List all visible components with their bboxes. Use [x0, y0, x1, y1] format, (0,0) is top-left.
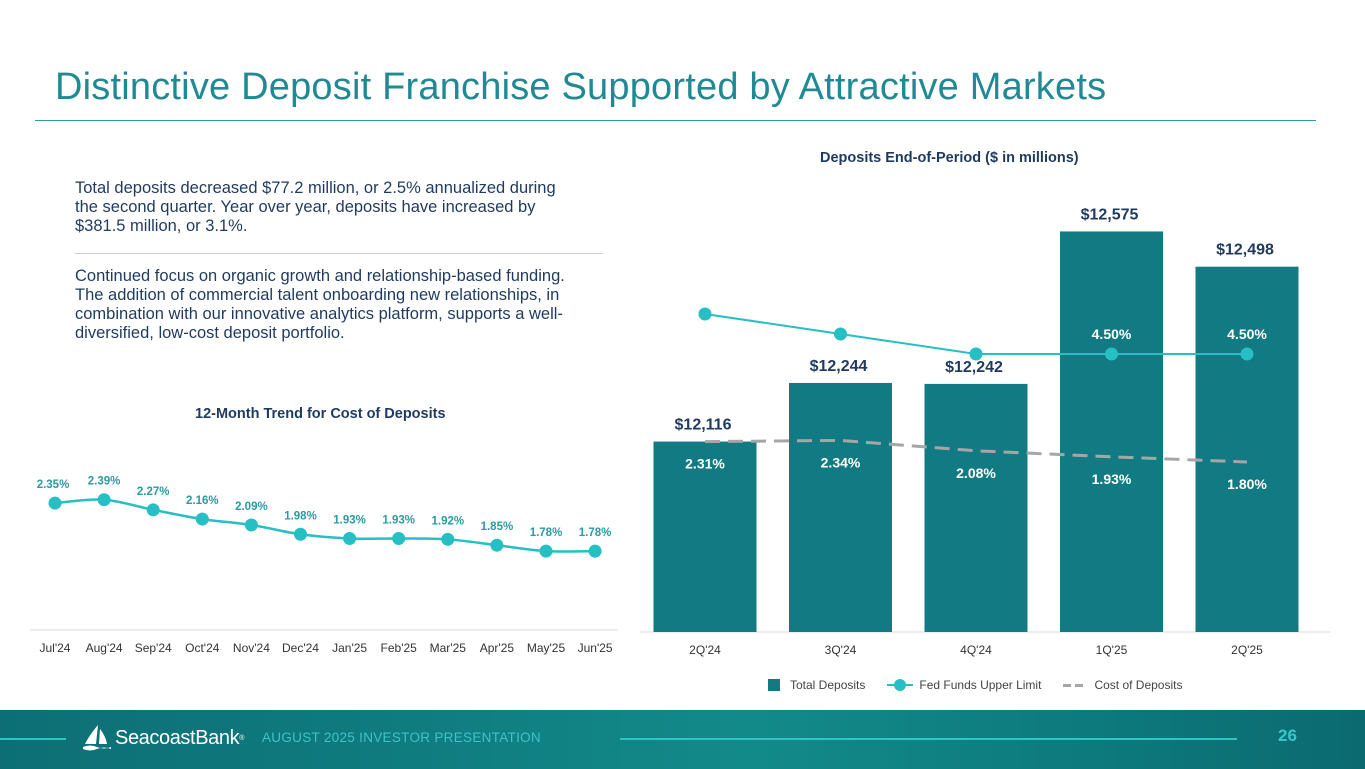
deposit-bar [1060, 231, 1163, 632]
trend-x-tick-label: Nov'24 [233, 641, 270, 655]
trend-data-label: 1.78% [530, 527, 563, 539]
legend-item-total-deposits: Total Deposits [768, 678, 865, 692]
trend-data-label: 1.98% [284, 510, 317, 522]
trend-line [54, 498, 596, 553]
legend-label: Fed Funds Upper Limit [919, 678, 1042, 692]
footer-bar: SeacoastBank ® AUGUST 2025 INVESTOR PRES… [0, 710, 1365, 769]
fed-funds-label: 4.50% [1092, 326, 1132, 342]
fed-funds-point [1105, 347, 1118, 361]
deposits-x-tick-label: 1Q'25 [1096, 643, 1128, 657]
trend-point [588, 544, 602, 558]
trend-point [244, 518, 258, 532]
trend-data-label: 2.16% [186, 495, 219, 507]
fed-funds-point [698, 307, 712, 321]
trend-point [441, 532, 455, 546]
trend-x-tick-label: May'25 [527, 641, 566, 655]
trend-data-label: 1.93% [382, 514, 415, 526]
trend-data-label: 1.92% [431, 515, 464, 527]
trend-chart-title: 12-Month Trend for Cost of Deposits [195, 406, 446, 422]
cost-of-deposits-label: 1.80% [1227, 476, 1267, 492]
legend-label: Cost of Deposits [1094, 678, 1183, 692]
deposits-x-tick-label: 2Q'25 [1231, 643, 1263, 657]
trend-x-tick-label: Jan'25 [332, 641, 367, 655]
deposits-chart-title: Deposits End-of-Period ($ in millions) [820, 150, 1079, 166]
deposit-bar-label: $12,575 [1081, 206, 1139, 223]
strategy-paragraph: Continued focus on organic growth and re… [75, 267, 565, 342]
trend-point [490, 538, 504, 552]
fed-funds-label: 5.00% [821, 306, 861, 322]
deposit-bar-label: $12,242 [945, 359, 1003, 376]
trend-point [146, 503, 160, 517]
trend-point [539, 544, 553, 558]
fed-funds-label: 4.50% [1227, 326, 1267, 342]
deposit-bar [789, 382, 892, 632]
trend-x-tick-label: Jul'24 [40, 641, 71, 655]
footer-accent-line [620, 738, 1237, 740]
trend-data-label: 1.93% [333, 514, 366, 526]
summary-paragraph: Total deposits decreased $77.2 million, … [75, 179, 556, 235]
legend-swatch-line [887, 679, 914, 691]
legend-label: Total Deposits [790, 678, 866, 692]
paragraph-divider [75, 253, 603, 254]
sail-icon [83, 725, 111, 751]
trend-point [392, 531, 406, 545]
trend-data-label: 1.85% [481, 521, 514, 533]
trademark-mark: ® [239, 734, 245, 742]
footer-caption: AUGUST 2025 INVESTOR PRESENTATION [262, 730, 541, 745]
trend-x-tick-label: Feb'25 [381, 641, 418, 655]
trend-data-label: 2.27% [137, 486, 170, 498]
trend-x-tick-label: Aug'24 [86, 641, 123, 655]
footer-accent-line [0, 738, 66, 740]
trend-x-tick-label: Oct'24 [185, 641, 220, 655]
fed-funds-point [1240, 347, 1254, 361]
trend-x-tick-label: Jun'25 [578, 641, 613, 655]
trend-chart: 2.35% Jul'24 2.39% Aug'24 2.27% Sep'24 2.16% Oc… [30, 476, 618, 655]
fed-funds-point [834, 327, 847, 341]
logo-wordmark: SeacoastBank [115, 726, 240, 749]
trend-data-label: 2.35% [37, 479, 70, 491]
trend-point [195, 512, 209, 526]
deposits-x-tick-label: 3Q'24 [825, 643, 857, 657]
trend-point [294, 527, 307, 541]
deposits-chart: $12,116 2Q'24 $12,244 3Q'24 $12,242 4Q'24 $12,… [640, 206, 1330, 657]
deposits-x-tick-label: 2Q'24 [689, 643, 721, 657]
slide-title: Distinctive Deposit Franchise Supported … [55, 66, 1107, 108]
trend-x-tick-label: Apr'25 [480, 641, 515, 655]
trend-x-tick-label: Dec'24 [282, 641, 319, 655]
cost-of-deposits-label: 2.08% [956, 465, 996, 481]
deposit-bar-label: $12,244 [810, 358, 868, 375]
trend-x-tick-label: Sep'24 [135, 641, 172, 655]
legend-item-fed-funds: Fed Funds Upper Limit [887, 678, 1041, 692]
deposit-bar [924, 383, 1028, 632]
deposit-bar-label: $12,498 [1216, 242, 1274, 259]
title-divider [35, 120, 1316, 121]
legend-swatch-dashed [1063, 683, 1086, 687]
trend-x-tick-label: Mar'25 [430, 641, 467, 655]
deposit-bar-label: $12,116 [675, 417, 732, 434]
deposits-legend: Total Deposits Fed Funds Upper Limit Cos… [768, 677, 1204, 693]
cost-of-deposits-label: 1.93% [1092, 471, 1132, 487]
fed-funds-label: 5.50% [685, 286, 725, 302]
legend-item-cost-of-deposits: Cost of Deposits [1063, 678, 1182, 692]
cost-of-deposits-label: 2.34% [821, 454, 861, 470]
fed-funds-point [969, 347, 983, 361]
trend-point [48, 496, 62, 510]
page-number: 26 [1278, 726, 1297, 745]
seacoast-logo: SeacoastBank ® [82, 722, 244, 754]
trend-point [97, 493, 111, 507]
deposits-x-tick-label: 4Q'24 [960, 643, 992, 657]
trend-data-label: 2.09% [235, 501, 268, 513]
trend-data-label: 1.78% [579, 527, 612, 539]
deposit-bar [653, 441, 757, 632]
deposit-bar [1195, 266, 1299, 632]
trend-data-label: 2.39% [88, 476, 121, 488]
trend-point [343, 531, 357, 545]
cost-of-deposits-label: 2.31% [685, 456, 725, 472]
legend-swatch-bar [768, 679, 780, 691]
fed-funds-label: 4.50% [956, 326, 996, 342]
